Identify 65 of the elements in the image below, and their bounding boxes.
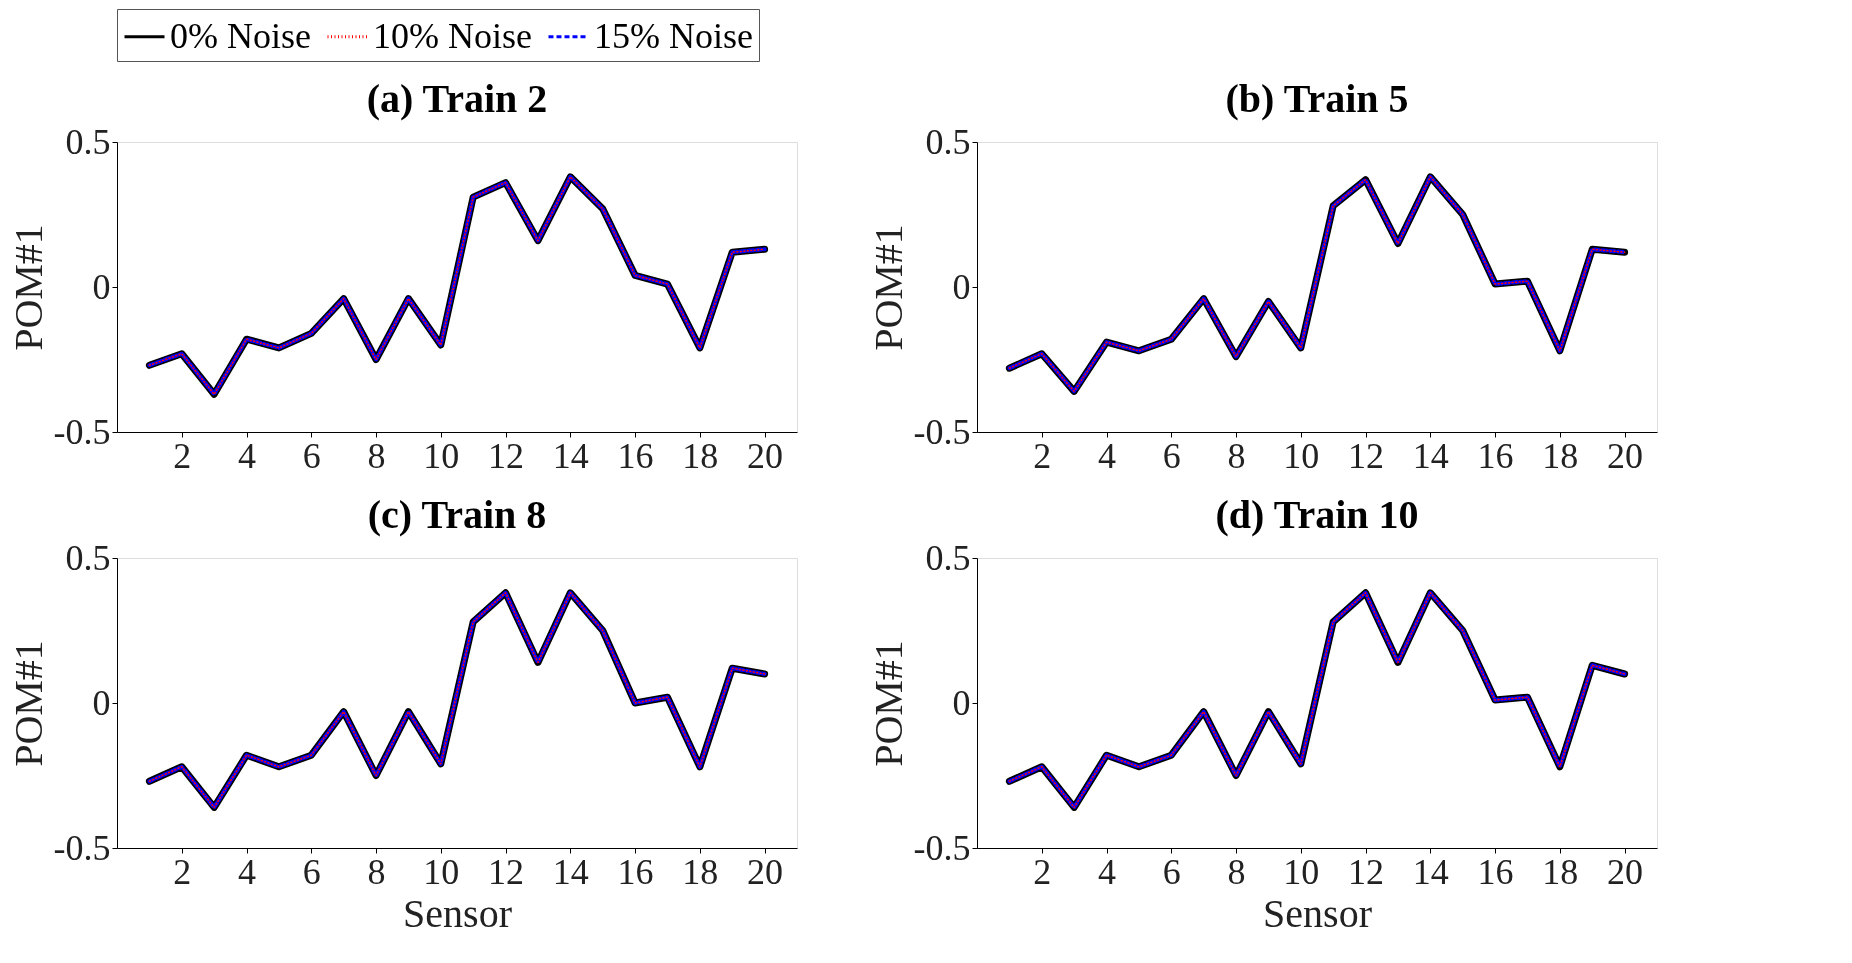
y-tick-label: -0.5 <box>913 411 971 452</box>
y-axis-title: POM#1 <box>5 224 51 351</box>
x-tick-label: 6 <box>302 435 321 476</box>
y-tick-label: 0 <box>952 682 971 723</box>
y-axis-title: POM#1 <box>865 640 911 767</box>
x-tick-label: 8 <box>367 851 386 892</box>
y-tick-label: -0.5 <box>53 411 111 452</box>
x-tick-label: 8 <box>1227 435 1246 476</box>
x-tick-label: 10 <box>1283 435 1320 476</box>
x-tick-label: 20 <box>1607 435 1644 476</box>
x-axis-title: Sensor <box>403 890 512 936</box>
x-tick-label: 12 <box>488 851 525 892</box>
x-tick-label: 8 <box>1227 851 1246 892</box>
y-tick-label: -0.5 <box>53 827 111 868</box>
x-tick-label: 4 <box>1098 851 1117 892</box>
x-tick-label: 16 <box>1477 435 1514 476</box>
x-tick-label: 16 <box>617 435 654 476</box>
chart-title: (c) Train 8 <box>367 492 547 537</box>
chart-title: (d) Train 10 <box>1215 492 1419 537</box>
y-axis-title: POM#1 <box>865 224 911 351</box>
y-tick-label: 0.5 <box>925 537 971 578</box>
x-tick-label: 14 <box>552 435 589 476</box>
x-tick-label: 18 <box>1542 435 1579 476</box>
x-tick-label: 10 <box>423 435 460 476</box>
x-tick-label: 6 <box>1162 435 1181 476</box>
x-tick-label: 10 <box>423 851 460 892</box>
x-tick-label: 4 <box>238 851 257 892</box>
chart-title: (a) Train 2 <box>366 76 548 121</box>
y-tick-label: 0 <box>92 266 111 307</box>
x-tick-label: 14 <box>552 851 589 892</box>
legend-label: 15% Noise <box>594 15 753 56</box>
x-tick-label: 2 <box>1033 851 1052 892</box>
x-tick-label: 2 <box>173 435 192 476</box>
x-tick-label: 18 <box>1542 851 1579 892</box>
y-tick-label: 0 <box>952 266 971 307</box>
y-tick-label: 0 <box>92 682 111 723</box>
y-tick-label: 0.5 <box>65 537 111 578</box>
y-tick-label: 0.5 <box>65 121 111 162</box>
x-tick-label: 12 <box>1348 851 1385 892</box>
x-tick-label: 2 <box>1033 435 1052 476</box>
x-tick-label: 2 <box>173 851 192 892</box>
x-tick-label: 18 <box>682 435 719 476</box>
x-tick-label: 14 <box>1412 851 1449 892</box>
y-axis-title: POM#1 <box>5 640 51 767</box>
x-axis-title: Sensor <box>1263 890 1372 936</box>
legend-label: 10% Noise <box>373 15 532 56</box>
x-tick-label: 8 <box>367 435 386 476</box>
x-tick-label: 20 <box>1607 851 1644 892</box>
x-tick-label: 14 <box>1412 435 1449 476</box>
chart-title: (b) Train 5 <box>1225 76 1409 121</box>
y-tick-label: 0.5 <box>925 121 971 162</box>
x-tick-label: 20 <box>747 851 784 892</box>
x-tick-label: 18 <box>682 851 719 892</box>
x-tick-label: 4 <box>1098 435 1117 476</box>
x-tick-label: 10 <box>1283 851 1320 892</box>
legend-label: 0% Noise <box>170 15 311 56</box>
x-tick-label: 16 <box>1477 851 1514 892</box>
x-tick-label: 6 <box>302 851 321 892</box>
x-tick-label: 16 <box>617 851 654 892</box>
y-tick-label: -0.5 <box>913 827 971 868</box>
x-tick-label: 4 <box>238 435 257 476</box>
x-tick-label: 20 <box>747 435 784 476</box>
x-tick-label: 12 <box>1348 435 1385 476</box>
x-tick-label: 12 <box>488 435 525 476</box>
x-tick-label: 6 <box>1162 851 1181 892</box>
